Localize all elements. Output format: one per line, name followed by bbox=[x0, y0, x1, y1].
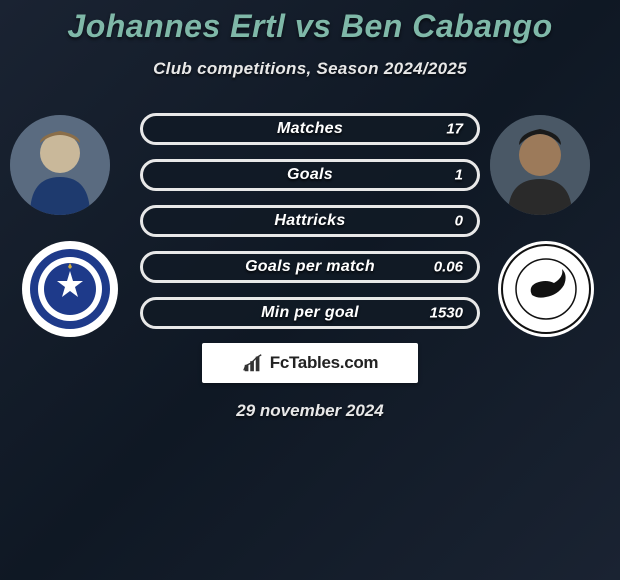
stat-value-right: 1 bbox=[455, 167, 463, 184]
stat-row-matches: Matches 17 bbox=[140, 113, 480, 145]
stat-label: Goals per match bbox=[245, 258, 375, 276]
stat-row-goals-per-match: Goals per match 0.06 bbox=[140, 251, 480, 283]
branding-text: FcTables.com bbox=[270, 353, 379, 373]
branding-badge: FcTables.com bbox=[202, 343, 418, 383]
club-left-crest bbox=[22, 241, 118, 337]
player-left-avatar bbox=[10, 115, 110, 215]
stat-row-goals: Goals 1 bbox=[140, 159, 480, 191]
swansea-crest-icon bbox=[498, 241, 594, 337]
stat-rows: Matches 17 Goals 1 Hattricks 0 Goals per… bbox=[140, 113, 480, 343]
bar-chart-icon bbox=[242, 352, 264, 374]
page-title: Johannes Ertl vs Ben Cabango bbox=[0, 8, 620, 45]
avatar-placeholder-icon bbox=[490, 115, 590, 215]
avatar-placeholder-icon bbox=[10, 115, 110, 215]
comparison-card: Johannes Ertl vs Ben Cabango Club compet… bbox=[0, 0, 620, 421]
stat-label: Min per goal bbox=[261, 304, 359, 322]
stat-value-right: 17 bbox=[446, 121, 463, 138]
player-right-avatar bbox=[490, 115, 590, 215]
stat-value-right: 0.06 bbox=[434, 259, 463, 276]
stat-value-right: 0 bbox=[455, 213, 463, 230]
stat-label: Matches bbox=[277, 120, 343, 138]
subtitle: Club competitions, Season 2024/2025 bbox=[0, 59, 620, 79]
portsmouth-crest-icon bbox=[22, 241, 118, 337]
stat-label: Goals bbox=[287, 166, 333, 184]
stat-row-hattricks: Hattricks 0 bbox=[140, 205, 480, 237]
stat-value-right: 1530 bbox=[430, 305, 463, 322]
date-text: 29 november 2024 bbox=[0, 401, 620, 421]
stat-row-min-per-goal: Min per goal 1530 bbox=[140, 297, 480, 329]
stats-area: Matches 17 Goals 1 Hattricks 0 Goals per… bbox=[0, 107, 620, 337]
club-right-crest bbox=[498, 241, 594, 337]
stat-label: Hattricks bbox=[274, 212, 345, 230]
